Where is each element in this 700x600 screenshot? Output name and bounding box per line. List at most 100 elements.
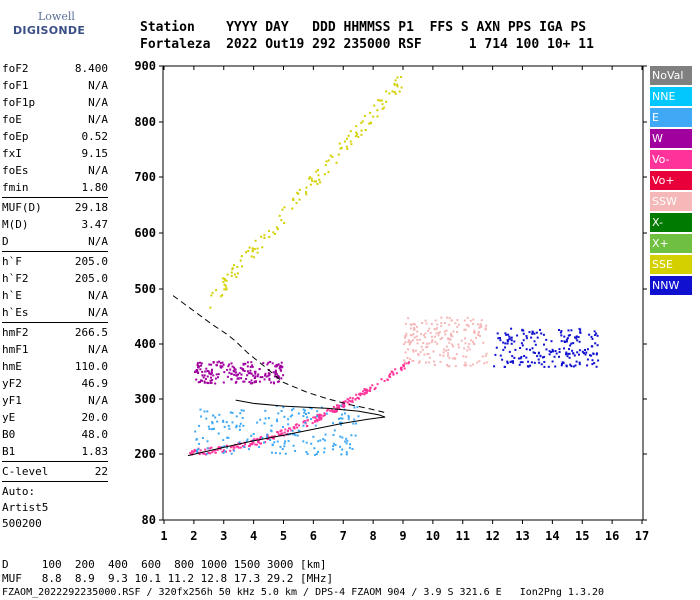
echo-point: [509, 337, 512, 340]
param-row: hmF1 N/A: [2, 341, 108, 358]
param-row: fmin 1.80: [2, 179, 108, 196]
echo-point: [345, 442, 348, 445]
echo-point: [201, 452, 204, 455]
x-tick-label: 16: [605, 529, 619, 543]
echo-point: [485, 361, 488, 364]
echo-point: [278, 376, 281, 379]
echo-point: [356, 396, 359, 399]
echo-point: [283, 431, 286, 434]
echo-point: [510, 342, 513, 345]
echo-point: [201, 370, 204, 373]
echo-point: [421, 348, 424, 351]
echo-point: [224, 450, 226, 453]
echo-point: [347, 418, 350, 421]
echo-point: [359, 394, 362, 397]
echo-point: [377, 99, 380, 102]
echo-point: [428, 356, 431, 359]
legend-item-vo: Vo-: [650, 150, 692, 169]
echo-point: [246, 438, 249, 441]
echo-point: [578, 349, 581, 352]
echo-point: [315, 170, 318, 173]
echo-point: [222, 451, 225, 454]
echo-point: [208, 372, 211, 375]
echo-point: [238, 425, 241, 428]
echo-point: [273, 382, 275, 385]
echo-point: [456, 331, 459, 333]
echo-point: [566, 337, 569, 340]
echo-point: [576, 339, 579, 342]
echo-point: [410, 323, 413, 326]
echo-point: [572, 352, 575, 355]
echo-point: [252, 441, 255, 444]
echo-point: [316, 183, 319, 185]
echo-point: [222, 439, 225, 442]
echo-point: [240, 373, 243, 376]
echo-point: [413, 326, 416, 329]
param-row: fxI 9.15: [2, 145, 108, 162]
echo-point: [551, 348, 554, 351]
echo-point: [414, 349, 417, 352]
echo-point: [267, 374, 270, 377]
echo-point: [327, 408, 330, 411]
echo-point: [575, 360, 578, 363]
echo-point: [280, 410, 283, 412]
echo-point: [428, 327, 431, 330]
echo-point: [252, 433, 255, 435]
echo-point: [254, 375, 257, 378]
echo-point: [225, 444, 228, 447]
echo-point: [273, 233, 276, 235]
echo-point: [332, 445, 335, 448]
echo-point: [347, 416, 350, 419]
echo-point: [569, 363, 572, 366]
echo-point: [297, 192, 300, 195]
echo-point: [385, 90, 388, 93]
param-row: hmE 110.0: [2, 358, 108, 375]
polarization-legend: NoVal NNE E W Vo- Vo+ SSW X- X+ SSE NNW: [650, 66, 692, 297]
echo-point: [537, 358, 540, 361]
echo-point: [578, 363, 581, 366]
echo-point: [291, 414, 294, 417]
echo-point: [210, 381, 213, 384]
echo-point: [485, 352, 488, 355]
echo-point: [579, 331, 582, 334]
echo-point: [447, 348, 450, 351]
param-row: foEs N/A: [2, 162, 108, 179]
echo-point: [590, 354, 593, 357]
echo-point: [286, 430, 289, 433]
echo-point: [222, 363, 225, 366]
echo-point: [567, 329, 570, 332]
echo-point: [424, 319, 427, 322]
echo-point: [263, 422, 266, 425]
param-value: 20.0: [81, 411, 109, 424]
echo-point: [196, 451, 199, 454]
echo-point: [316, 410, 319, 413]
echo-point: [332, 442, 335, 445]
echo-point: [317, 169, 319, 172]
echo-point: [359, 392, 362, 395]
echo-point: [472, 363, 475, 366]
echo-point: [446, 316, 449, 319]
echo-point: [219, 446, 222, 449]
echo-point: [434, 319, 437, 322]
echo-point: [203, 452, 206, 455]
echo-point: [463, 328, 466, 331]
echo-point: [568, 352, 571, 355]
echo-point: [243, 445, 246, 448]
echo-point: [222, 280, 225, 283]
echo-point: [314, 424, 317, 427]
param-name: fmin: [2, 181, 29, 194]
echo-point: [298, 188, 301, 191]
echo-point: [233, 449, 236, 452]
echo-point: [440, 316, 443, 319]
echo-point: [280, 219, 283, 222]
echo-point: [423, 353, 426, 356]
x-tick-label: 17: [635, 529, 649, 543]
echo-point: [341, 436, 344, 439]
echo-point: [316, 420, 319, 423]
echo-point: [241, 417, 244, 419]
echo-point: [251, 382, 254, 385]
echo-point: [318, 418, 321, 421]
echo-point: [448, 357, 451, 360]
echo-point: [449, 338, 452, 341]
echo-point: [264, 372, 267, 375]
